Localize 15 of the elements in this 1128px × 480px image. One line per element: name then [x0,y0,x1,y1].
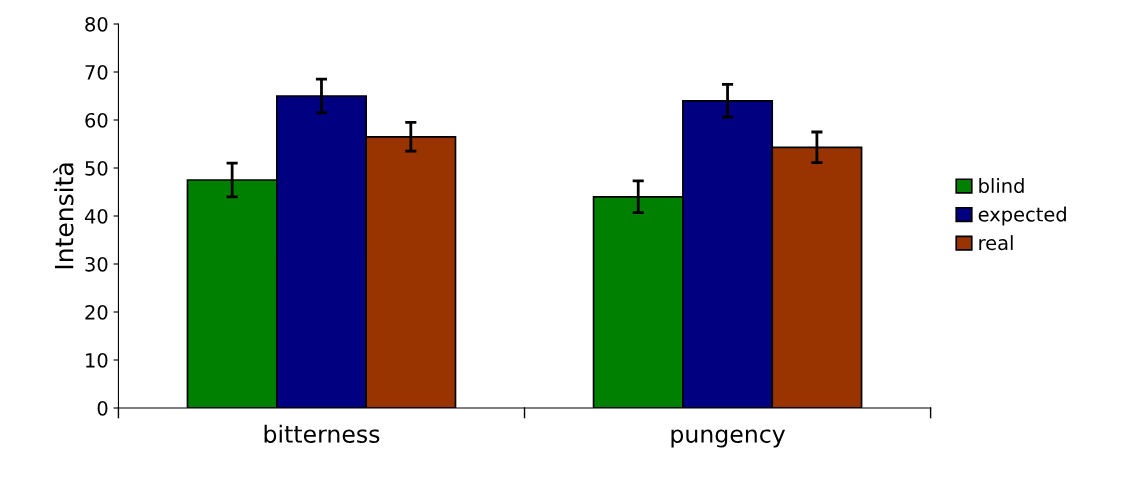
y-tick-label: 30 [85,256,108,272]
y-axis-title: Intensità [53,163,74,269]
y-tick-label: 80 [85,16,108,32]
x-tick-label: bitterness [264,424,380,443]
legend-label: real [979,235,1013,251]
y-tick-label: 70 [85,64,108,80]
legend-label: blind [979,178,1024,194]
y-tick-label: 40 [84,208,108,224]
y-tick-label: 60 [85,112,108,128]
y-tick-label: 0 [97,400,108,416]
y-tick-label: 50 [85,160,108,176]
y-tick-label: 20 [85,304,108,320]
legend-label: expected [978,206,1066,226]
x-tick-label: pungency [671,429,786,448]
y-tick-label: 10 [86,352,108,368]
